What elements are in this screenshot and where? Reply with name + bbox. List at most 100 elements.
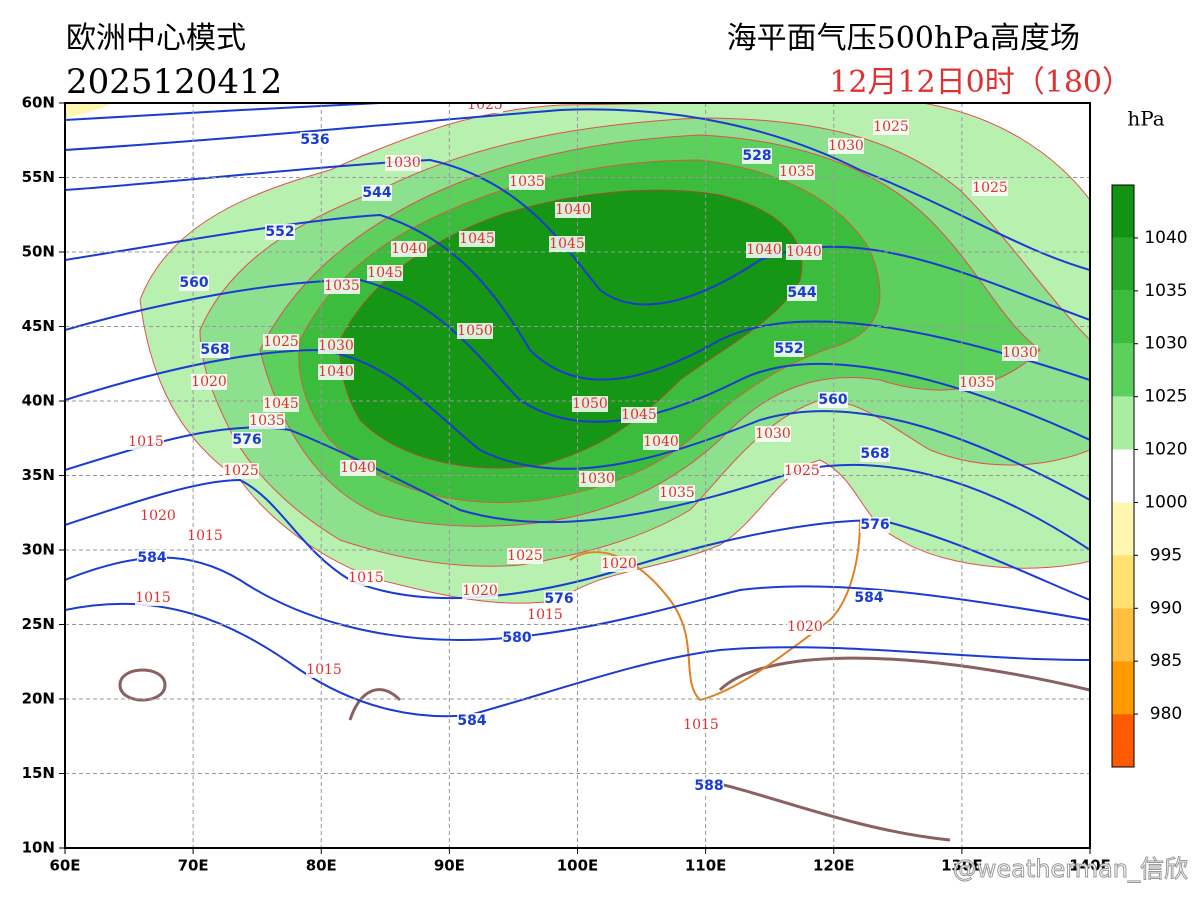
label-box — [683, 717, 719, 733]
label-box — [1002, 345, 1038, 361]
pressure-label: 1035 — [959, 375, 995, 391]
pressure-label: 1045 — [263, 396, 299, 412]
x-tick-label: 60E — [49, 857, 80, 875]
valid-time: 12月12日0时（180） — [829, 65, 1132, 100]
pressure-label: 1035 — [324, 278, 360, 294]
run-time: 2025120412 — [66, 62, 282, 102]
height-contour — [65, 278, 1090, 441]
y-tick-label: 35N — [22, 466, 55, 484]
label-box — [507, 548, 543, 564]
colorbar-label: 990 — [1150, 598, 1182, 618]
model-name: 欧洲中心模式 — [66, 21, 246, 56]
height-label: 584 — [854, 590, 883, 606]
label-box — [137, 550, 167, 566]
x-tick-label: 70E — [178, 857, 209, 875]
label-box — [659, 485, 695, 501]
pressure-label: 1020 — [601, 556, 637, 572]
label-box — [787, 619, 823, 635]
pressure-label: 1045 — [549, 236, 585, 252]
pressure-label: 1020 — [462, 583, 498, 599]
x-tick-label: 80E — [306, 857, 337, 875]
pressure-label: 1015 — [527, 607, 563, 623]
colorbar: 1040 1035 1030 1025 1020 1000 995 990 985 980 — [1111, 184, 1188, 768]
label-box — [457, 713, 487, 729]
label-box — [263, 334, 299, 350]
label-box — [367, 265, 403, 281]
pressure-label: 1030 — [755, 426, 791, 442]
colorbar-segment — [1112, 608, 1134, 662]
label-box — [249, 413, 285, 429]
label-box — [742, 148, 772, 164]
pressure-label: 1025 — [972, 180, 1008, 196]
label-box — [457, 323, 493, 339]
colorbar-label: 995 — [1150, 545, 1182, 565]
colorbar-label: 1000 — [1144, 492, 1187, 512]
height-label: 576 — [544, 591, 573, 607]
height-contour — [65, 602, 1090, 718]
colorbar-segment — [1112, 237, 1134, 291]
pressure-label: 1040 — [786, 244, 822, 260]
label-box — [787, 285, 817, 301]
height-contour — [65, 478, 1090, 601]
pressure-label: 1035 — [249, 413, 285, 429]
label-box — [318, 338, 354, 354]
height-contour — [65, 348, 1090, 501]
pressure-label: 1035 — [509, 174, 545, 190]
y-tick-label: 10N — [22, 839, 55, 857]
colorbar-unit: hPa — [1127, 107, 1164, 131]
label-box — [860, 446, 890, 462]
label-box — [502, 630, 532, 646]
label-box — [509, 174, 545, 190]
low-pressure-area — [65, 103, 114, 118]
x-tick-label: 100E — [557, 857, 599, 875]
pressure-label: 1020 — [140, 508, 176, 524]
height-label: 584 — [457, 713, 486, 729]
pressure-label: 1025 — [467, 97, 503, 113]
label-box — [694, 778, 724, 794]
pressure-label: 1015 — [683, 717, 719, 733]
colorbar-label: 980 — [1150, 704, 1182, 724]
label-box — [306, 662, 342, 678]
label-box — [348, 570, 384, 586]
label-box — [187, 528, 223, 544]
label-box — [462, 583, 498, 599]
y-tick-label: 20N — [22, 690, 55, 708]
colorbar-label: 985 — [1150, 651, 1182, 671]
label-box — [959, 375, 995, 391]
height-588-contour — [118, 656, 1090, 842]
label-box — [860, 517, 890, 533]
height-contour — [65, 556, 1090, 642]
axes: 60E 70E 80E 90E 100E 110E 120E 130E 140E 10N 15N 20… — [22, 94, 1111, 875]
y-tick-label: 25N — [22, 615, 55, 633]
y-tick-label: 50N — [22, 243, 55, 261]
colorbar-label: 1030 — [1144, 334, 1187, 354]
pressure-label: 1030 — [1002, 345, 1038, 361]
height-label: 568 — [860, 446, 889, 462]
colorbar-segment — [1112, 396, 1134, 450]
height-label: 544 — [787, 285, 816, 301]
x-tick-label: 120E — [813, 857, 855, 875]
pressure-label: 1035 — [779, 164, 815, 180]
colorbar-segment — [1112, 449, 1134, 503]
height-label: 576 — [860, 517, 889, 533]
pressure-label: 1040 — [340, 460, 376, 476]
height-label: 588 — [694, 778, 723, 794]
height-label: 528 — [742, 148, 771, 164]
label-box — [828, 138, 864, 154]
pressure-label: 1020 — [191, 374, 227, 390]
x-tick-label: 140E — [1069, 857, 1111, 875]
pressure-label: 1045 — [459, 231, 495, 247]
label-box — [555, 202, 591, 218]
pressure-label: 1040 — [555, 202, 591, 218]
x-tick-label: 90E — [434, 857, 465, 875]
colorbar-segment — [1112, 343, 1134, 397]
pressure-1045 — [339, 189, 803, 469]
pressure-label: 1025 — [263, 334, 299, 350]
label-box — [135, 590, 171, 606]
pressure-label: 1025 — [507, 548, 543, 564]
label-box — [467, 103, 503, 113]
label-box — [223, 463, 259, 479]
colorbar-segment — [1112, 185, 1134, 238]
